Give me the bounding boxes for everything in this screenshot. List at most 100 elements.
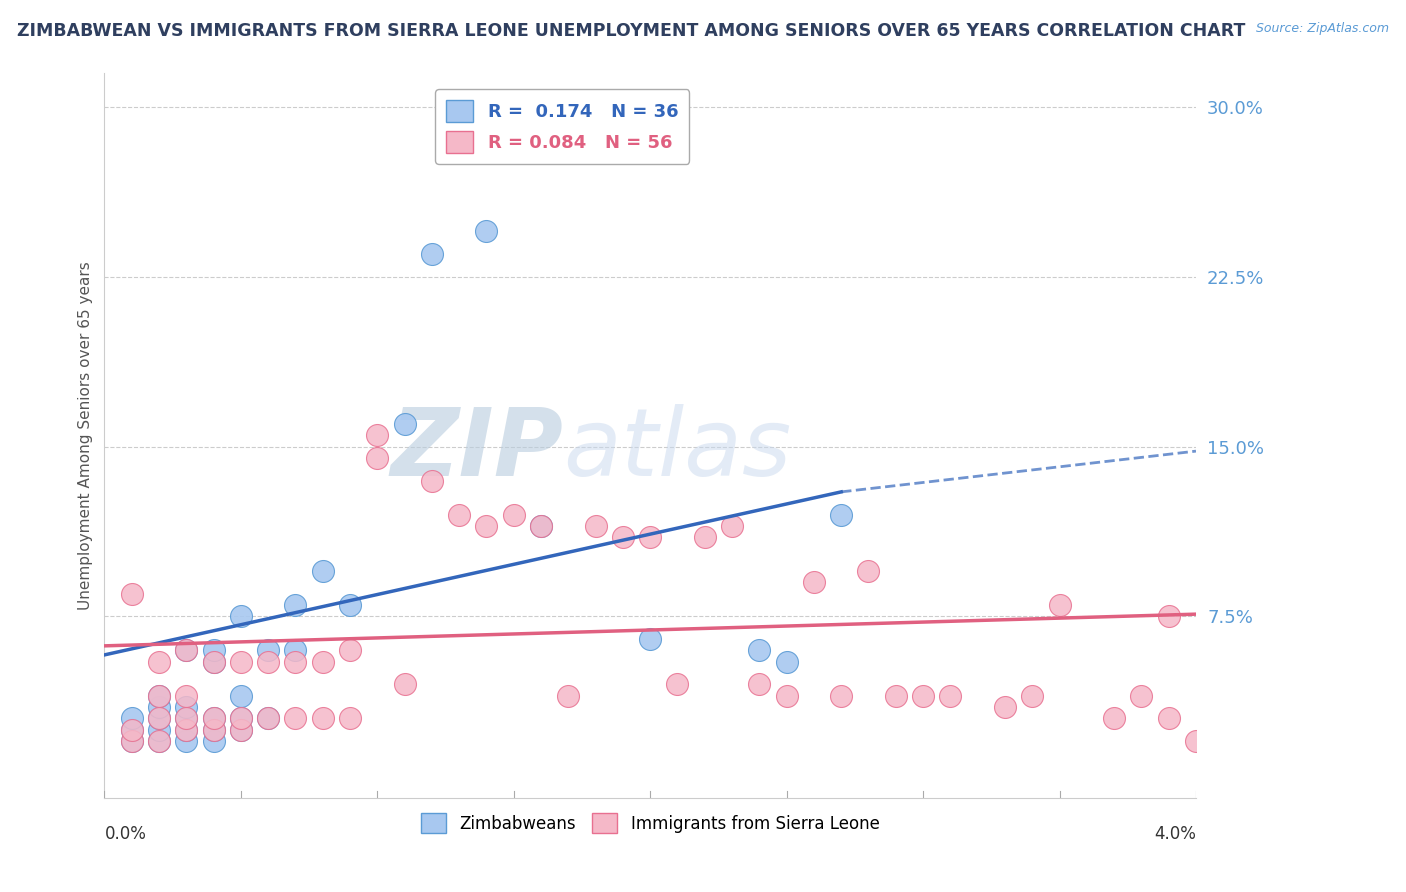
- Point: [174, 643, 197, 657]
- Point: [420, 247, 443, 261]
- Point: [148, 700, 170, 714]
- Point: [638, 632, 661, 646]
- Point: [1130, 689, 1153, 703]
- Point: [174, 723, 197, 737]
- Point: [229, 711, 252, 725]
- Point: [174, 643, 197, 657]
- Point: [121, 723, 143, 737]
- Point: [1021, 689, 1043, 703]
- Point: [830, 508, 852, 522]
- Point: [229, 723, 252, 737]
- Point: [121, 723, 143, 737]
- Point: [174, 689, 197, 703]
- Point: [339, 643, 361, 657]
- Point: [148, 723, 170, 737]
- Point: [366, 450, 388, 465]
- Point: [312, 564, 335, 578]
- Text: 4.0%: 4.0%: [1154, 825, 1197, 843]
- Point: [148, 734, 170, 748]
- Point: [148, 689, 170, 703]
- Point: [257, 643, 280, 657]
- Point: [693, 530, 716, 544]
- Point: [612, 530, 634, 544]
- Point: [202, 711, 225, 725]
- Point: [858, 564, 880, 578]
- Point: [339, 598, 361, 612]
- Point: [994, 700, 1017, 714]
- Point: [229, 609, 252, 624]
- Point: [530, 519, 553, 533]
- Point: [174, 711, 197, 725]
- Point: [939, 689, 962, 703]
- Point: [1049, 598, 1071, 612]
- Point: [884, 689, 907, 703]
- Point: [257, 711, 280, 725]
- Point: [284, 711, 307, 725]
- Point: [121, 734, 143, 748]
- Point: [502, 508, 524, 522]
- Point: [530, 519, 553, 533]
- Point: [284, 598, 307, 612]
- Point: [202, 655, 225, 669]
- Point: [174, 711, 197, 725]
- Point: [912, 689, 935, 703]
- Text: 0.0%: 0.0%: [104, 825, 146, 843]
- Point: [174, 723, 197, 737]
- Point: [148, 711, 170, 725]
- Point: [148, 734, 170, 748]
- Point: [339, 711, 361, 725]
- Point: [585, 519, 607, 533]
- Point: [284, 655, 307, 669]
- Point: [202, 643, 225, 657]
- Point: [284, 643, 307, 657]
- Point: [148, 655, 170, 669]
- Point: [257, 655, 280, 669]
- Point: [557, 689, 579, 703]
- Point: [366, 428, 388, 442]
- Point: [1157, 711, 1180, 725]
- Legend: Zimbabweans, Immigrants from Sierra Leone: Zimbabweans, Immigrants from Sierra Leon…: [415, 806, 886, 840]
- Point: [257, 711, 280, 725]
- Point: [202, 723, 225, 737]
- Text: ZIMBABWEAN VS IMMIGRANTS FROM SIERRA LEONE UNEMPLOYMENT AMONG SENIORS OVER 65 YE: ZIMBABWEAN VS IMMIGRANTS FROM SIERRA LEO…: [17, 22, 1246, 40]
- Text: ZIP: ZIP: [389, 404, 562, 496]
- Point: [174, 700, 197, 714]
- Point: [202, 723, 225, 737]
- Point: [121, 711, 143, 725]
- Text: atlas: atlas: [562, 404, 792, 495]
- Point: [148, 711, 170, 725]
- Point: [202, 711, 225, 725]
- Point: [312, 655, 335, 669]
- Point: [449, 508, 471, 522]
- Point: [148, 689, 170, 703]
- Point: [775, 655, 797, 669]
- Point: [748, 643, 770, 657]
- Point: [121, 734, 143, 748]
- Point: [638, 530, 661, 544]
- Point: [202, 655, 225, 669]
- Point: [748, 677, 770, 691]
- Point: [174, 734, 197, 748]
- Point: [202, 734, 225, 748]
- Point: [394, 677, 416, 691]
- Point: [803, 575, 825, 590]
- Point: [721, 519, 744, 533]
- Point: [475, 519, 498, 533]
- Point: [1185, 734, 1208, 748]
- Point: [830, 689, 852, 703]
- Point: [229, 689, 252, 703]
- Point: [475, 225, 498, 239]
- Point: [121, 587, 143, 601]
- Point: [229, 723, 252, 737]
- Point: [666, 677, 689, 691]
- Y-axis label: Unemployment Among Seniors over 65 years: Unemployment Among Seniors over 65 years: [79, 260, 93, 609]
- Point: [420, 474, 443, 488]
- Point: [312, 711, 335, 725]
- Point: [775, 689, 797, 703]
- Point: [229, 711, 252, 725]
- Point: [229, 655, 252, 669]
- Point: [1102, 711, 1125, 725]
- Point: [394, 417, 416, 431]
- Point: [1157, 609, 1180, 624]
- Text: Source: ZipAtlas.com: Source: ZipAtlas.com: [1256, 22, 1389, 36]
